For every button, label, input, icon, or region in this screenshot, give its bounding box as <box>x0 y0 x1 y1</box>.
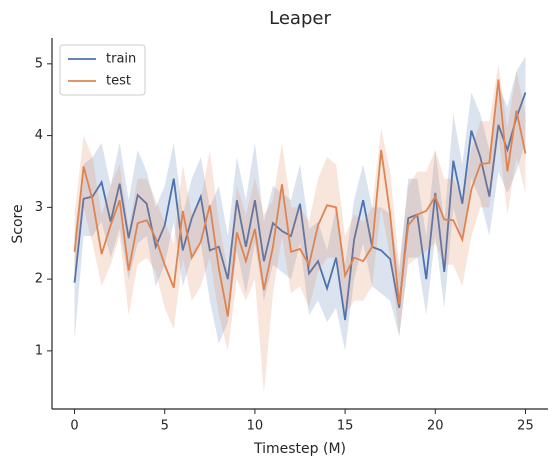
x-tick-label: 0 <box>70 419 78 434</box>
x-tick-label: 25 <box>517 419 534 434</box>
x-axis-label: Timestep (M) <box>253 441 346 457</box>
chart-title: Leaper <box>269 8 331 29</box>
legend-box <box>59 44 146 96</box>
y-tick-label: 4 <box>35 128 43 143</box>
x-tick-label: 15 <box>337 419 354 434</box>
x-tick-label: 20 <box>427 419 444 434</box>
confidence-band <box>74 63 526 394</box>
y-tick-label: 3 <box>35 200 43 215</box>
x-tick-label: 10 <box>247 419 264 434</box>
y-tick-label: 2 <box>35 272 43 287</box>
line <box>73 79 527 317</box>
legend-label: train <box>106 52 136 67</box>
x-tick-label: 5 <box>161 419 169 434</box>
y-axis-label: Score <box>10 204 26 243</box>
legend-label: test <box>106 74 131 89</box>
line <box>73 92 527 321</box>
y-tick-label: 1 <box>35 343 43 358</box>
y-tick-label: 5 <box>35 56 43 71</box>
